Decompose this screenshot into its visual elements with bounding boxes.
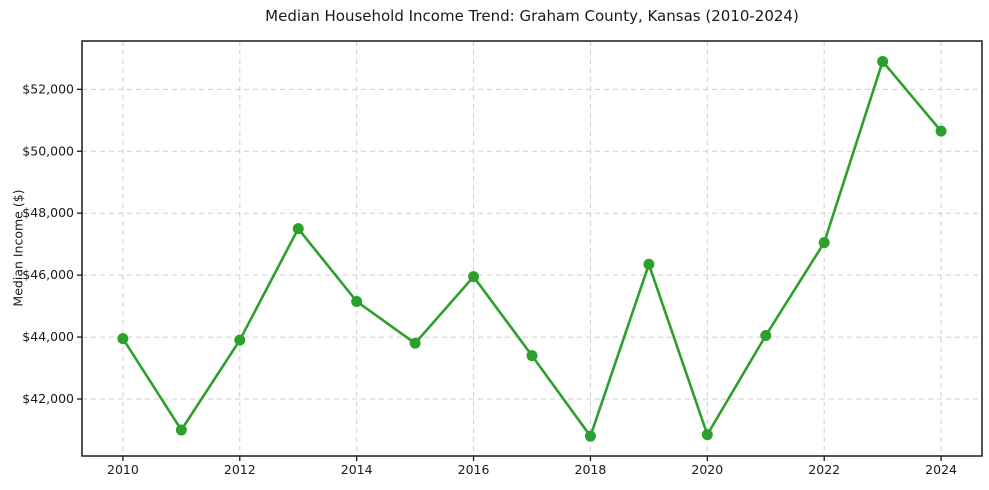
data-point: [760, 330, 772, 342]
data-point: [117, 333, 129, 345]
data-point: [409, 337, 421, 349]
data-point: [643, 258, 655, 270]
x-tick-label: 2012: [224, 462, 256, 477]
data-point: [292, 223, 304, 235]
axes-spines: [81, 40, 983, 457]
data-point: [877, 55, 889, 67]
y-tick-label: $44,000: [22, 329, 74, 344]
x-tick-label: 2010: [107, 462, 139, 477]
data-point: [351, 295, 363, 307]
data-point: [818, 237, 830, 249]
data-point: [935, 125, 947, 137]
x-tick-label: 2024: [925, 462, 957, 477]
x-tick-label: 2016: [458, 462, 490, 477]
data-point: [526, 350, 538, 362]
y-tick-label: $48,000: [22, 205, 74, 220]
trend-line: [121, 60, 943, 438]
data-point: [701, 429, 713, 441]
data-point: [175, 424, 187, 436]
data-point: [584, 430, 596, 442]
chart-title: Median Household Income Trend: Graham Co…: [265, 7, 799, 25]
data-point: [234, 334, 246, 346]
y-tick-label: $50,000: [22, 143, 74, 158]
data-point: [468, 271, 480, 283]
y-tick-label: $52,000: [22, 81, 74, 96]
x-tick-label: 2022: [808, 462, 840, 477]
x-tick-label: 2014: [341, 462, 373, 477]
x-tick-label: 2018: [575, 462, 607, 477]
y-tick-label: $42,000: [22, 391, 74, 406]
x-tick-label: 2020: [691, 462, 723, 477]
y-tick-label: $46,000: [22, 267, 74, 282]
